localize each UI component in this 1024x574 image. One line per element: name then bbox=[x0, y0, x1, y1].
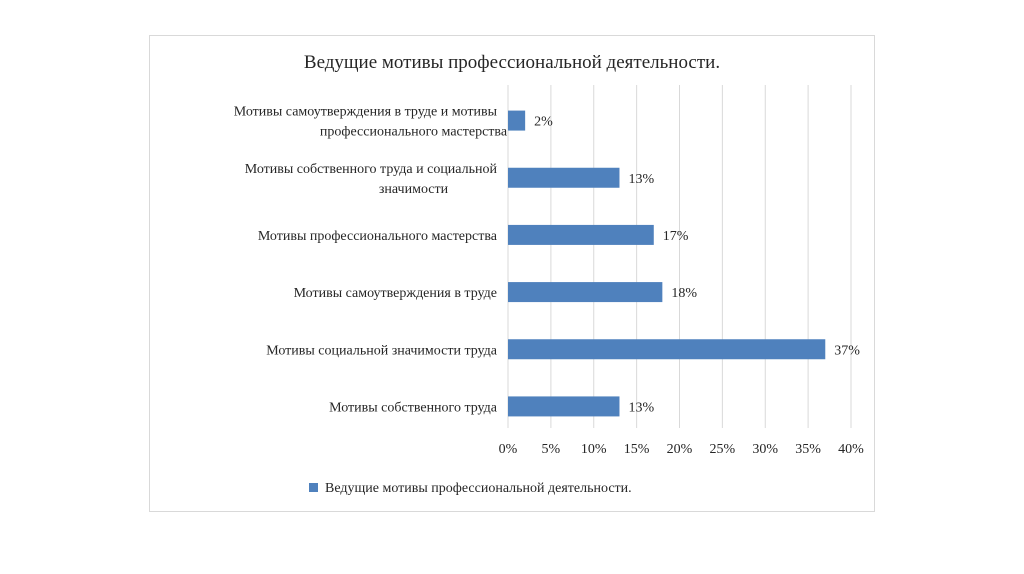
category-label: Мотивы собственного труда bbox=[329, 400, 498, 415]
category-label: Мотивы самоутверждения в труде и мотивы bbox=[234, 105, 498, 120]
legend-label: Ведущие мотивы профессиональной деятельн… bbox=[325, 481, 632, 496]
bar bbox=[508, 396, 620, 417]
bar bbox=[508, 224, 654, 245]
category-label: Мотивы профессионального мастерства bbox=[258, 229, 498, 244]
x-tick-label: 15% bbox=[624, 442, 650, 457]
category-label: Мотивы собственного труда и социальной bbox=[245, 162, 498, 177]
x-tick-label: 0% bbox=[499, 442, 518, 457]
data-label: 13% bbox=[628, 400, 654, 415]
chart-title: Ведущие мотивы профессиональной деятельн… bbox=[304, 52, 720, 73]
category-label: профессионального мастерства bbox=[320, 125, 508, 140]
x-tick-label: 20% bbox=[667, 442, 693, 457]
x-tick-label: 35% bbox=[795, 442, 821, 457]
bar bbox=[508, 282, 663, 303]
x-tick-label: 10% bbox=[581, 442, 607, 457]
bar bbox=[508, 339, 826, 360]
x-tick-label: 40% bbox=[838, 442, 864, 457]
x-tick-label: 25% bbox=[710, 442, 736, 457]
chart-frame bbox=[149, 35, 875, 512]
category-label: Мотивы самоутверждения в труде bbox=[294, 286, 497, 301]
data-label: 37% bbox=[834, 343, 860, 358]
category-label: значимости bbox=[379, 182, 449, 197]
category-label: Мотивы социальной значимости труда bbox=[266, 343, 498, 358]
data-label: 13% bbox=[628, 172, 654, 187]
data-label: 2% bbox=[534, 115, 553, 130]
legend-swatch bbox=[309, 483, 318, 492]
bar bbox=[508, 167, 620, 188]
x-tick-label: 5% bbox=[542, 442, 561, 457]
legend: Ведущие мотивы профессиональной деятельн… bbox=[309, 481, 632, 496]
bar bbox=[508, 110, 526, 131]
data-label: 18% bbox=[671, 286, 697, 301]
data-label: 17% bbox=[663, 229, 689, 244]
x-tick-label: 30% bbox=[752, 442, 778, 457]
